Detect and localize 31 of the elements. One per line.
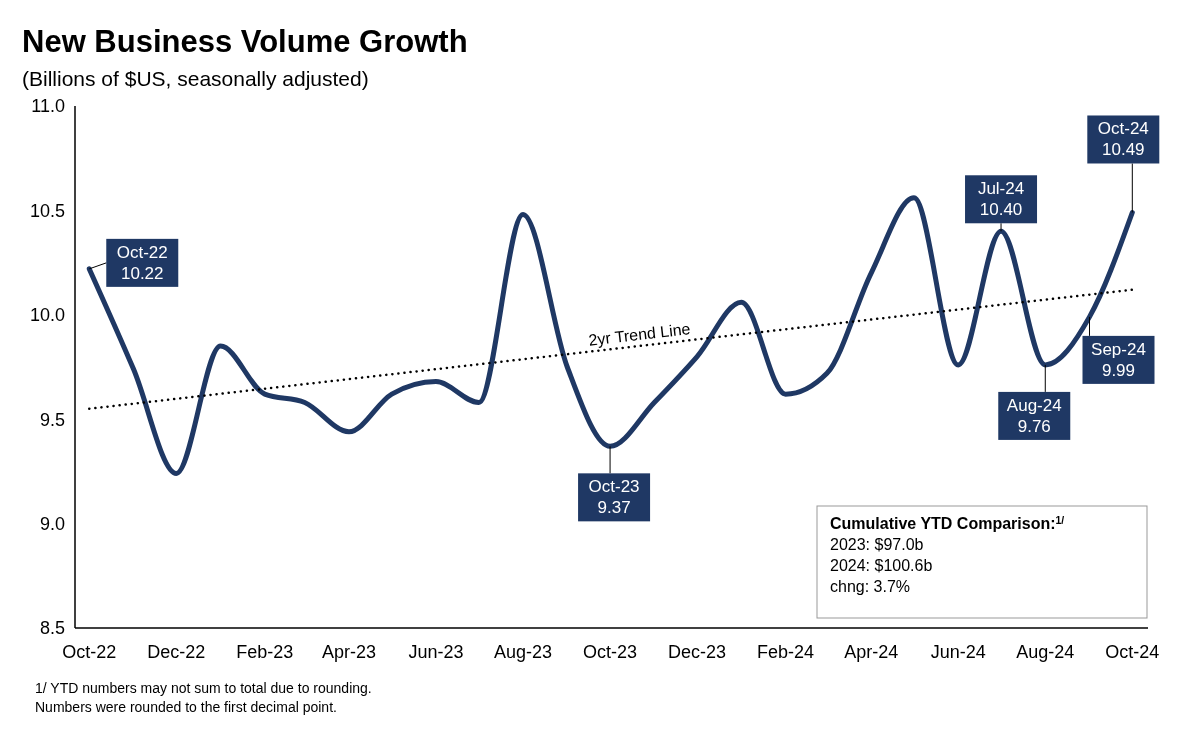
x-tick-label: Jun-23 <box>408 642 464 662</box>
annotation: Aug-24 9.76 <box>1006 395 1062 436</box>
x-tick-label: Oct-23 <box>583 642 638 662</box>
annotation: Sep-24 9.99 <box>1091 339 1146 380</box>
x-tick-label: Dec-22 <box>147 642 206 662</box>
y-tick-label: 9.5 <box>39 409 65 430</box>
text: 1/ YTD numbers may not sum to total due to rounding. <box>35 680 372 696</box>
x-tick-label: Oct-22 <box>62 642 117 662</box>
y-tick-label: 9.0 <box>39 513 65 534</box>
y-tick-label: 10.0 <box>29 305 65 326</box>
x-tick-label: Oct-24 <box>1105 642 1160 662</box>
x-tick-label: Dec-23 <box>668 642 727 662</box>
x-tick-label: Aug-23 <box>494 642 553 662</box>
y-tick-label: 10.5 <box>29 200 65 221</box>
text: Numbers were rounded to the first decimal point. <box>35 699 337 715</box>
text: 2yr Trend Line <box>587 320 692 349</box>
x-tick-label: Apr-23 <box>321 642 376 662</box>
annotation: Oct-24 10.49 <box>1097 119 1149 160</box>
annotation: Jul-24 10.40 <box>977 179 1025 220</box>
y-tick-label: 8.5 <box>39 618 65 639</box>
x-tick-label: Feb-24 <box>757 642 815 662</box>
annotation: Oct-23 9.37 <box>588 477 640 518</box>
x-tick-label: Apr-24 <box>844 642 899 662</box>
chart-subtitle: (Billions of $US, seasonally adjusted) <box>22 67 369 90</box>
x-tick-label: Feb-23 <box>236 642 294 662</box>
x-tick-label: Aug-24 <box>1016 642 1075 662</box>
annotation: Oct-22 10.22 <box>116 242 168 283</box>
x-tick-label: Jun-24 <box>930 642 986 662</box>
y-tick-label: 11.0 <box>31 96 65 117</box>
note-box: Cumulative YTD Comparison:$^{1/}$ 2023: $97.0b 2024: $100.6b chng: 3.7% <box>816 505 1148 619</box>
chart-title: New Business Volume Growth <box>22 24 468 59</box>
